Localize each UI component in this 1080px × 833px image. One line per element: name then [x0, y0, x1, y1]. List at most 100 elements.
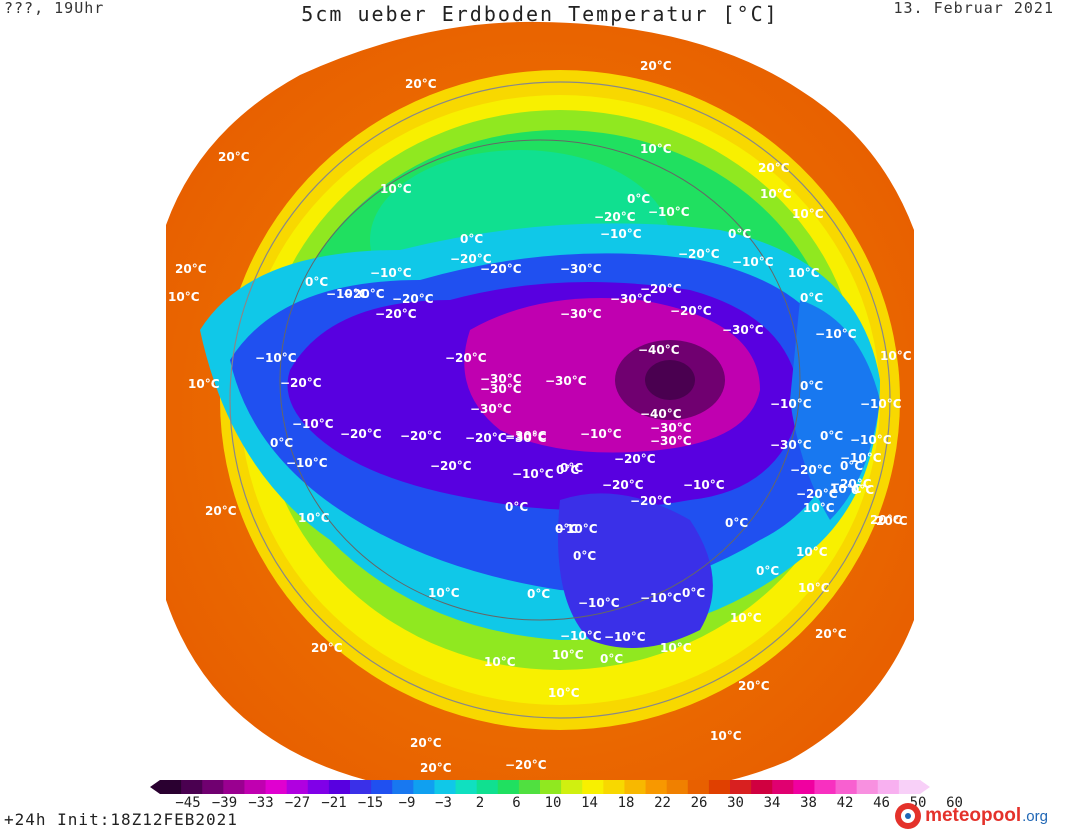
isotherm-label: 20°C: [205, 504, 237, 518]
isotherm-label: 20°C: [876, 514, 908, 528]
colorbar-cell: [476, 780, 499, 794]
isotherm-label: −20°C: [670, 304, 712, 318]
colorbar-cell: [793, 780, 815, 794]
isotherm-label: −20°C: [280, 376, 322, 390]
isotherm-label: −20°C: [594, 210, 636, 224]
isotherm-label: −30°C: [560, 307, 602, 321]
colorbar-cell: [624, 780, 647, 794]
isotherm-label: −30°C: [650, 434, 692, 448]
colorbar-tick-label: 2: [475, 795, 485, 811]
isotherm-label: 10°C: [552, 648, 584, 662]
colorbar-tick-label: 34: [763, 795, 781, 811]
isotherm-label: 10°C: [880, 349, 912, 363]
colorbar-cell: [286, 780, 309, 794]
isotherm-label: 20°C: [758, 161, 790, 175]
temperature-map: 20°C20°C10°C20°C10°C20°C10°C10°C0°C−20°C…: [166, 21, 914, 780]
colorbar-cell: [856, 780, 879, 794]
isotherm-label: −10°C: [578, 596, 620, 610]
colorbar-tick-label: −3: [435, 795, 452, 811]
isotherm-label: −10°C: [732, 255, 774, 269]
isotherm-label: −10°C: [770, 397, 812, 411]
isotherm-label: 10°C: [548, 686, 580, 700]
isotherm-label: 0°C: [555, 522, 578, 536]
colorbar-cell: [561, 780, 583, 794]
isotherm-label: −10°C: [286, 456, 328, 470]
isotherm-label: −10°C: [850, 433, 892, 447]
colorbar-tick-label: 22: [654, 795, 671, 811]
colorbar-cell: [814, 780, 837, 794]
isotherm-label: −30°C: [505, 429, 547, 443]
isotherm-label: 0°C: [800, 291, 823, 305]
colorbar-cell: [307, 780, 330, 794]
isotherm-label: −10°C: [648, 205, 690, 219]
isotherm-label: −20°C: [340, 427, 382, 441]
isotherm-label: −40°C: [640, 407, 682, 421]
isotherm-label: −30°C: [770, 438, 812, 452]
isotherm-label: 20°C: [175, 262, 207, 276]
isotherm-label: 0°C: [840, 459, 863, 473]
colorbar-cell: [751, 780, 773, 794]
colorbar-tick-label: −39: [211, 795, 238, 811]
isotherm-label: 10°C: [798, 581, 830, 595]
colorbar-tick-label: 60: [946, 795, 963, 811]
colorbar-tick-label: 14: [581, 795, 598, 811]
isotherm-label: 0°C: [800, 379, 823, 393]
isotherm-label: −20°C: [375, 307, 417, 321]
isotherm-label: −20°C: [392, 292, 434, 306]
isotherm-label: −10°C: [512, 467, 554, 481]
isotherm-label: 10°C: [796, 545, 828, 559]
isotherm-label: −20°C: [796, 487, 838, 501]
colorbar-tick-label: 26: [690, 795, 708, 811]
colorbar-cell: [708, 780, 731, 794]
colorbar-cell: [518, 780, 541, 794]
colorbar-cell: [497, 780, 520, 794]
isotherm-label: 0°C: [756, 564, 779, 578]
isotherm-label: −10°C: [292, 417, 334, 431]
run-time-label: ???, 19Uhr: [4, 0, 105, 17]
isotherm-label: −30°C: [560, 262, 602, 276]
isotherm-label: −30°C: [610, 292, 652, 306]
meteopool-logo-icon: [895, 803, 922, 829]
colorbar-cell: [392, 780, 414, 794]
colorbar-cell: [772, 780, 794, 794]
isotherm-label: 10°C: [830, 482, 862, 496]
logo-text: meteopool: [925, 805, 1022, 826]
isotherm-label: −10°C: [683, 478, 725, 492]
colorbar-tick-label: 18: [617, 795, 635, 811]
colorbar-tick-label: −27: [284, 795, 311, 811]
isotherm-label: 20°C: [420, 761, 452, 775]
isotherm-label: 20°C: [410, 736, 442, 750]
isotherm-label: −30°C: [722, 323, 764, 337]
colorbar-tick-label: 10: [544, 795, 562, 811]
isotherm-label: −30°C: [480, 382, 522, 396]
logo-suffix: .org: [1022, 807, 1048, 825]
isotherm-label: 20°C: [640, 59, 672, 73]
isotherm-label: 10°C: [298, 511, 330, 525]
colorbar-tick-label: −15: [357, 795, 384, 811]
isotherm-label: −10°C: [255, 351, 297, 365]
isotherm-label: −20°C: [465, 431, 507, 445]
isotherm-label: −10°C: [604, 630, 646, 644]
isotherm-label: −30°C: [505, 431, 547, 445]
colorbar-cell: [244, 780, 267, 794]
colorbar-max-arrow: [920, 780, 930, 794]
colorbar-cell: [181, 780, 203, 794]
colorbar-cell: [835, 780, 858, 794]
isotherm-label: −20°C: [830, 477, 872, 491]
isotherm-label: −20°C: [450, 252, 492, 266]
meteopool-logo[interactable]: meteopool .org: [895, 802, 1048, 830]
isotherm-label: 20°C: [218, 150, 250, 164]
isotherm-label: 10°C: [428, 586, 460, 600]
isotherm-label: 10°C: [803, 501, 835, 515]
isotherm-label: 10°C: [484, 655, 516, 669]
colorbar-min-arrow: [150, 780, 160, 794]
isotherm-label: 20°C: [870, 513, 902, 527]
colorbar-cell: [350, 780, 372, 794]
isotherm-label: 0°C: [560, 461, 583, 475]
isotherm-label: −10°C: [580, 427, 622, 441]
isotherm-label: 10°C: [792, 207, 824, 221]
isotherm-label: 0°C: [270, 436, 293, 450]
isotherm-label: −10°C: [556, 522, 598, 536]
isotherm-label: 10°C: [640, 142, 672, 156]
colorbar-cell: [582, 780, 604, 794]
